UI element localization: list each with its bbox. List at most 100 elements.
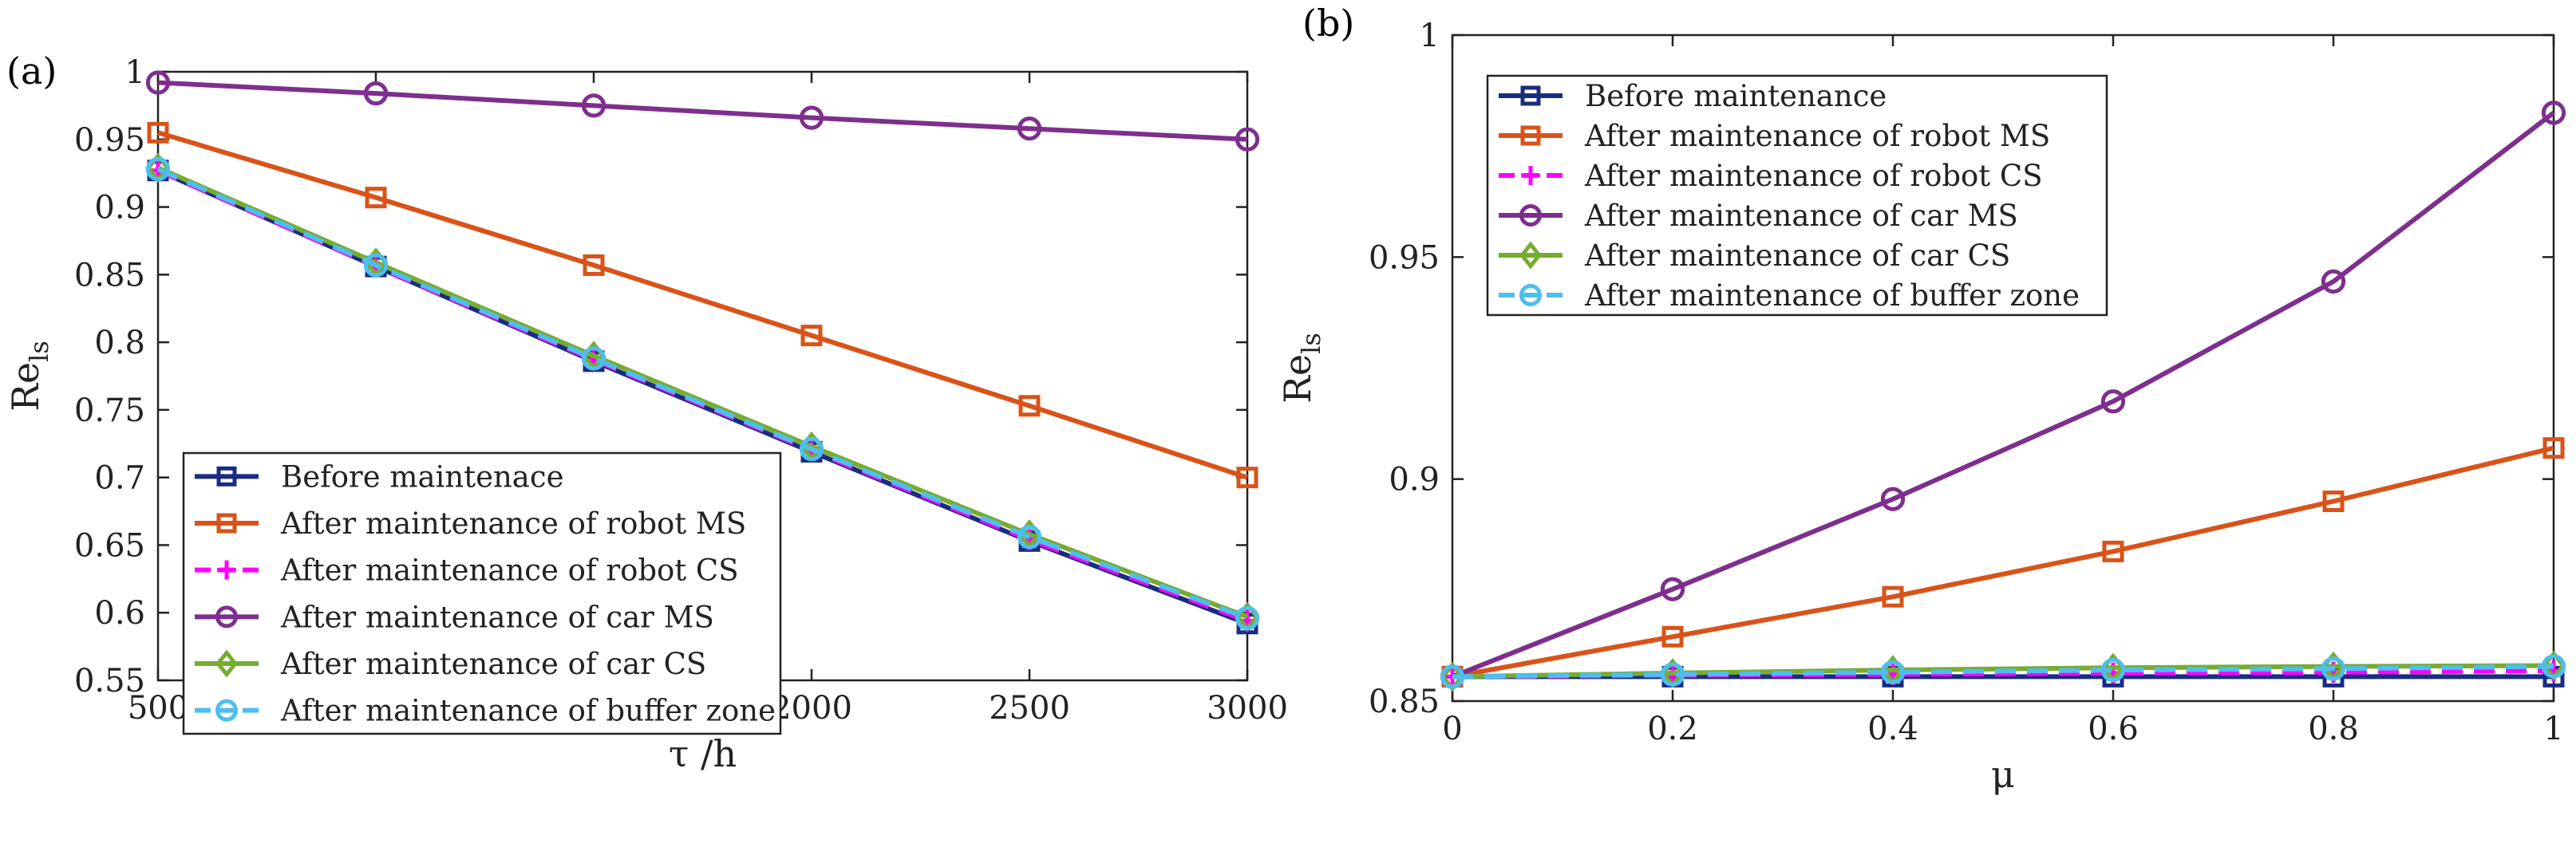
y-axis-label: Rels: [4, 341, 54, 412]
legend-marker: [1519, 241, 1543, 270]
data-point: [1661, 625, 1684, 648]
legend-box: [182, 451, 782, 735]
data-point: [800, 325, 823, 347]
legend-label: After maintenance of car CS: [280, 647, 706, 681]
legend-label: After maintenance of car CS: [1584, 238, 2010, 273]
panel-a-chart: 500100015002000250030000.550.60.650.70.7…: [4, 54, 1288, 775]
x-tick-label: 0: [1442, 711, 1462, 747]
data-point: [581, 93, 606, 118]
x-axis-label: τ /h: [669, 732, 737, 775]
data-point: [2542, 437, 2565, 459]
data-point: [145, 156, 171, 182]
y-axis-label: Rels: [1276, 333, 1326, 404]
legend-label: After maintenance of robot CS: [1584, 159, 2043, 193]
data-point: [1660, 662, 1685, 687]
legend-marker: [216, 466, 237, 487]
x-tick-label: 1: [2543, 711, 2563, 747]
series-4: [145, 70, 1260, 152]
data-point: [2102, 540, 2124, 562]
y-tick-label: 0.6: [94, 595, 145, 632]
y-axis-label-sub: ls: [24, 341, 54, 362]
y-axis-label-main: Re: [1276, 354, 1319, 404]
data-point: [1017, 116, 1042, 141]
series-2: [1441, 437, 2565, 688]
y-tick-label: 1: [125, 54, 145, 91]
series-line: [1451, 111, 2555, 680]
legend-marker: [215, 605, 238, 628]
data-point: [1235, 127, 1260, 152]
y-tick-label: 0.75: [74, 392, 145, 429]
data-point: [2322, 491, 2345, 512]
y-tick-label: 0.7: [94, 460, 145, 497]
x-tick-label: 500: [128, 690, 188, 727]
y-tick-label: 0.9: [1389, 462, 1440, 498]
x-tick-label: 0.8: [2308, 711, 2359, 747]
legend-label: After maintenance of robot CS: [280, 554, 739, 588]
x-axis-label: μ: [1991, 753, 2015, 796]
legend-label: Before maintenace: [281, 459, 563, 494]
data-point: [1235, 605, 1260, 631]
series-line: [1452, 668, 2554, 680]
legend: Before maintenance After maintenance of r…: [1486, 74, 2108, 317]
data-point: [363, 81, 389, 106]
y-tick-label: 0.55: [74, 663, 145, 699]
legend-label: After maintenance of car MS: [1584, 199, 2018, 233]
legend-label: Before maintenance: [1585, 79, 1887, 113]
data-point: [147, 121, 169, 144]
series-line: [1452, 445, 2554, 680]
legend-marker: [215, 649, 239, 678]
series-line: [157, 80, 1248, 142]
legend-label: After maintenance of car MS: [280, 600, 714, 634]
data-point: [2100, 657, 2126, 683]
x-tick-label: 0.4: [1867, 711, 1918, 747]
legend-marker: [217, 560, 236, 580]
y-tick-label: 0.85: [74, 257, 145, 294]
data-point: [1440, 664, 1465, 689]
data-point: [2321, 269, 2346, 294]
legend-marker: [1519, 284, 1542, 306]
data-point: [581, 346, 606, 371]
y-tick-label: 1: [1420, 18, 1440, 54]
data-point: [1880, 487, 1906, 511]
legend-box: [1486, 74, 2108, 317]
legend-marker: [1520, 125, 1541, 146]
series-6: [145, 156, 1260, 631]
legend-label: After maintenance of robot MS: [1584, 119, 2050, 153]
series-line: [157, 130, 1248, 480]
legend-label: After maintenance of buffer zone: [1584, 278, 2080, 313]
data-point: [799, 436, 824, 462]
panel-b-chart: 0 0.2 0.4 0.6 0.8 1 0.85 0.9 0.95 1 μ Rels Before ma…: [1276, 18, 2566, 796]
data-point: [1017, 525, 1042, 550]
x-tick-label: 2000: [771, 690, 852, 727]
data-point: [1660, 577, 1685, 601]
series-line: [156, 167, 1249, 621]
data-point: [1236, 467, 1258, 489]
x-tick-label: 2500: [989, 690, 1070, 727]
data-point: [2541, 100, 2566, 125]
data-point: [1880, 660, 1906, 684]
legend-marker: [216, 513, 237, 534]
y-tick-label: 0.95: [74, 122, 145, 159]
y-axis-label-main: Re: [4, 362, 47, 412]
legend-marker: [1519, 204, 1542, 227]
x-tick-label: 0.2: [1647, 711, 1698, 747]
legend: Before maintenace After maintenance of ro…: [182, 451, 782, 735]
panel-b-label: (b): [1302, 2, 1355, 45]
legend-label: After maintenance of robot MS: [280, 506, 746, 541]
data-point: [2100, 389, 2126, 414]
data-point: [1018, 395, 1041, 417]
series-6: [1440, 654, 2566, 689]
y-tick-label: 0.65: [74, 527, 145, 564]
legend-marker: [1520, 85, 1541, 106]
legend-marker: [215, 699, 238, 722]
x-tick-label: 0.6: [2088, 711, 2139, 747]
data-point: [1882, 585, 1904, 608]
data-point: [145, 70, 171, 95]
y-tick-label: 0.95: [1369, 239, 1440, 276]
legend-label: After maintenance of buffer zone: [280, 694, 776, 728]
data-point: [583, 254, 605, 276]
data-point: [2321, 656, 2346, 681]
series-line: [1452, 664, 2554, 680]
x-tick-label: 3000: [1207, 690, 1288, 727]
y-tick-label: 0.8: [94, 325, 145, 361]
